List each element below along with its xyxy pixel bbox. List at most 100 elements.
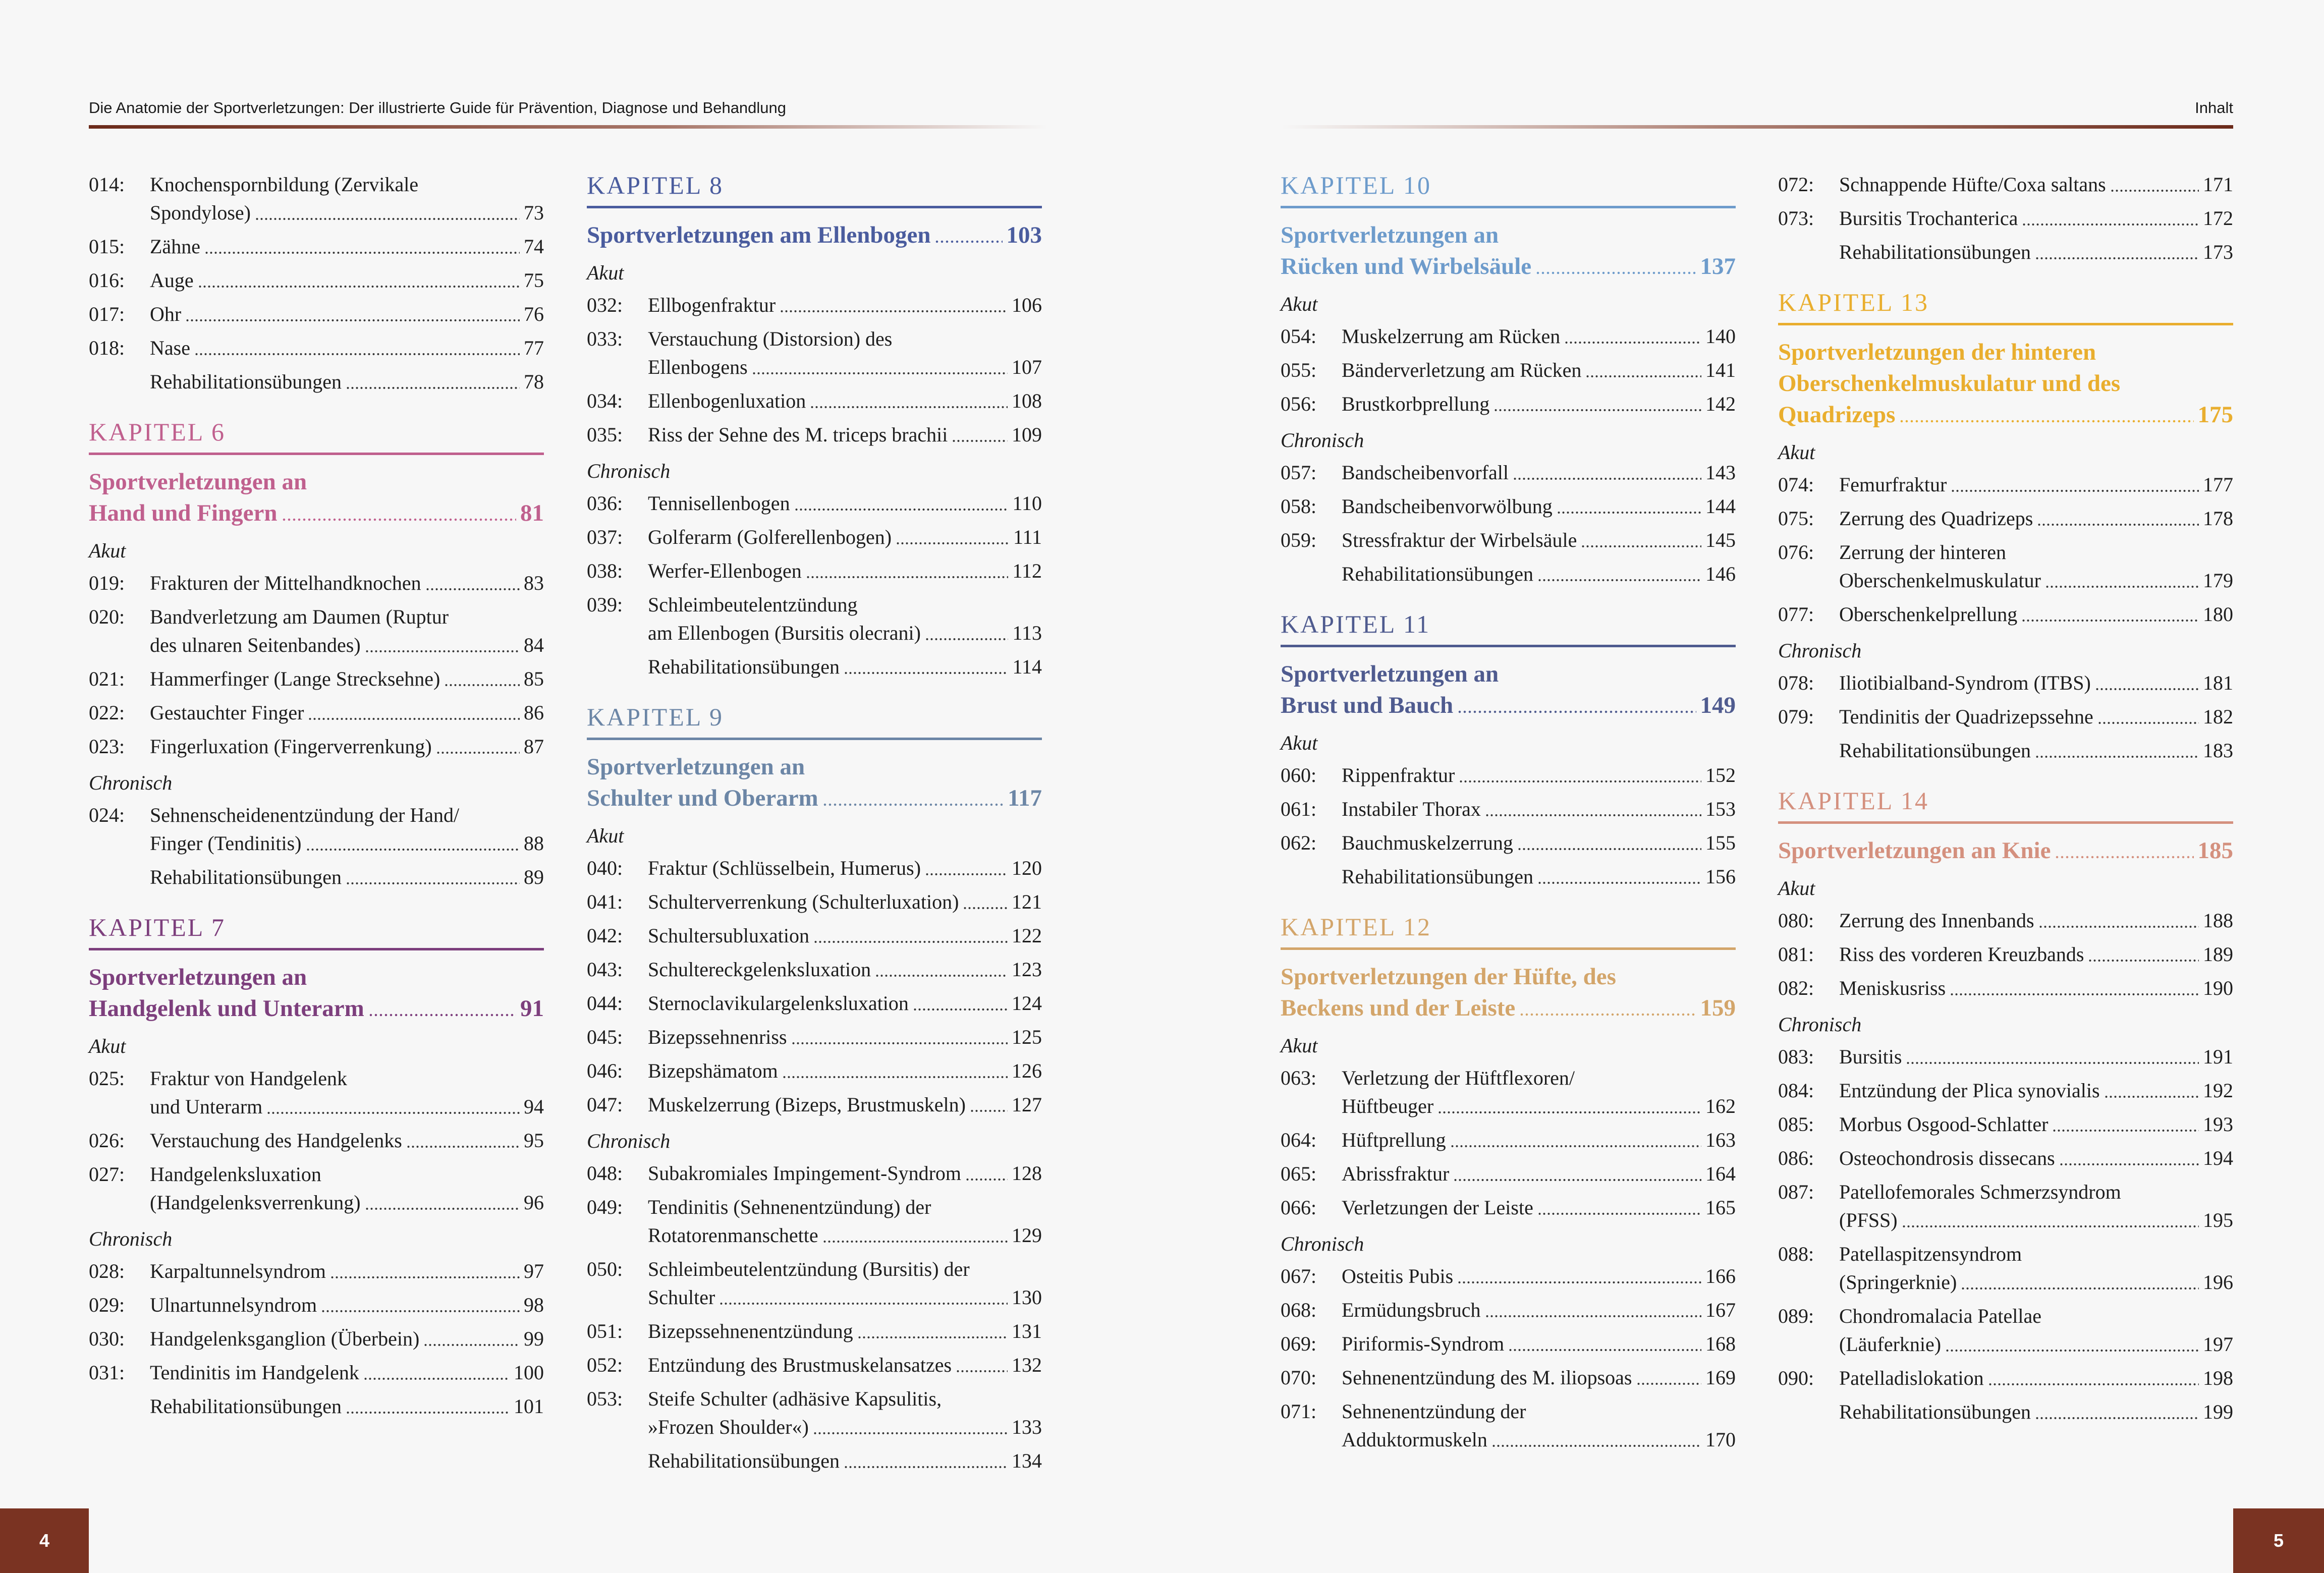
toc-entry[interactable]: 021: Hammerfinger (Lange Strecksehne) 85: [89, 665, 544, 693]
chapter-title[interactable]: Sportverletzungen an Hand und Fingern 81: [89, 466, 544, 529]
toc-entry[interactable]: 024: Sehnenscheidenentzündung der Hand/Fi…: [89, 801, 544, 858]
chapter-title[interactable]: Sportverletzungen der Hüfte, des Beckens …: [1281, 961, 1736, 1024]
toc-entry[interactable]: 049: Tendinitis (Sehnenentzündung) der Rot…: [587, 1193, 1042, 1250]
toc-entry[interactable]: 056: Brustkorbprellung 142: [1281, 390, 1736, 418]
toc-entry[interactable]: 080: Zerrung des Innenbands 188: [1778, 907, 2233, 935]
toc-entry[interactable]: 062: Bauchmuskelzerrung 155: [1281, 829, 1736, 857]
chapter-title[interactable]: Sportverletzungen an Schulter und Oberarm…: [587, 751, 1042, 814]
toc-entry[interactable]: 050: Schleimbeutelentzündung (Bursitis) d…: [587, 1255, 1042, 1312]
toc-entry[interactable]: 032: Ellbogenfraktur 106: [587, 291, 1042, 319]
toc-entry[interactable]: 052: Entzündung des Brustmuskelansatzes 13…: [587, 1351, 1042, 1379]
toc-entry[interactable]: 059: Stressfraktur der Wirbelsäule 145: [1281, 526, 1736, 554]
chapter-title[interactable]: Sportverletzungen an Rücken und Wirbelsäu…: [1281, 219, 1736, 282]
toc-entry[interactable]: Rehabilitationsübungen 78: [89, 368, 544, 396]
toc-entry[interactable]: 044: Sternoclavikulargelenksluxation 124: [587, 989, 1042, 1018]
toc-entry[interactable]: Rehabilitationsübungen 134: [587, 1447, 1042, 1475]
toc-entry[interactable]: 027: Handgelenksluxation (Handgelenksverre…: [89, 1160, 544, 1217]
toc-entry[interactable]: 014: Knochenspornbildung (Zervikale Spondy…: [89, 171, 544, 227]
toc-entry[interactable]: 086: Osteochondrosis dissecans 194: [1778, 1144, 2233, 1172]
toc-entry[interactable]: 074: Femurfraktur 177: [1778, 471, 2233, 499]
toc-entry[interactable]: 060: Rippenfraktur 152: [1281, 761, 1736, 790]
toc-entry[interactable]: 054: Muskelzerrung am Rücken 140: [1281, 322, 1736, 351]
toc-entry[interactable]: 029: Ulnartunnelsyndrom 98: [89, 1291, 544, 1319]
toc-entry[interactable]: 075: Zerrung des Quadrizeps 178: [1778, 504, 2233, 533]
toc-entry[interactable]: 065: Abrissfraktur 164: [1281, 1160, 1736, 1188]
page-ref: 149: [1700, 692, 1736, 718]
toc-entry[interactable]: 079: Tendinitis der Quadrizepssehne 182: [1778, 703, 2233, 731]
toc-entry[interactable]: 066: Verletzungen der Leiste 165: [1281, 1194, 1736, 1222]
chapter-title[interactable]: Sportverletzungen an Handgelenk und Unter…: [89, 962, 544, 1024]
toc-entry[interactable]: 037: Golferarm (Golferellenbogen) 111: [587, 523, 1042, 551]
toc-entry[interactable]: 046: Bizepshämatom 126: [587, 1057, 1042, 1085]
toc-entry[interactable]: 088: Patellaspitzensyndrom (Springerknie) 1…: [1778, 1240, 2233, 1297]
toc-entry[interactable]: 071: Sehnenentzündung der Adduktormuskeln 1…: [1281, 1397, 1736, 1454]
toc-entry[interactable]: 019: Frakturen der Mittelhandknochen 83: [89, 569, 544, 597]
toc-entry[interactable]: Rehabilitationsübungen 114: [587, 653, 1042, 681]
toc-entry[interactable]: Rehabilitationsübungen 199: [1778, 1398, 2233, 1426]
entry-number: 037:: [587, 526, 623, 548]
toc-entry[interactable]: 070: Sehnenentzündung des M. iliopsoas 169: [1281, 1364, 1736, 1392]
entry-body: Iliotibialband-Syndrom (ITBS) 181: [1839, 669, 2233, 697]
toc-entry[interactable]: 033: Verstauchung (Distorsion) des Ellenbo…: [587, 325, 1042, 381]
toc-entry[interactable]: 089: Chondromalacia Patellae (Läuferknie) 1…: [1778, 1302, 2233, 1359]
toc-entry[interactable]: 028: Karpaltunnelsyndrom 97: [89, 1257, 544, 1285]
toc-entry[interactable]: 055: Bänderverletzung am Rücken 141: [1281, 356, 1736, 384]
toc-entry[interactable]: 045: Bizepssehnenriss 125: [587, 1023, 1042, 1051]
toc-entry[interactable]: 063: Verletzung der Hüftflexoren/Hüftbeug…: [1281, 1064, 1736, 1120]
toc-entry[interactable]: 023: Fingerluxation (Fingerverrenkung) 87: [89, 733, 544, 761]
toc-entry[interactable]: 031: Tendinitis im Handgelenk 100: [89, 1359, 544, 1387]
toc-entry[interactable]: 017: Ohr 76: [89, 300, 544, 328]
toc-entry[interactable]: 090: Patelladislokation 198: [1778, 1364, 2233, 1392]
toc-entry[interactable]: Rehabilitationsübungen 183: [1778, 737, 2233, 765]
toc-entry[interactable]: Rehabilitationsübungen 156: [1281, 863, 1736, 891]
toc-entry[interactable]: 025: Fraktur von Handgelenk und Unterarm 94: [89, 1064, 544, 1121]
toc-entry[interactable]: 058: Bandscheibenvorwölbung 144: [1281, 492, 1736, 521]
toc-entry[interactable]: 018: Nase 77: [89, 334, 544, 362]
toc-entry[interactable]: 067: Osteitis Pubis 166: [1281, 1262, 1736, 1290]
toc-entry[interactable]: 034: Ellenbogenluxation 108: [587, 387, 1042, 415]
toc-entry[interactable]: 030: Handgelenksganglion (Überbein) 99: [89, 1325, 544, 1353]
toc-entry[interactable]: 073: Bursitis Trochanterica 172: [1778, 204, 2233, 233]
chapter-title[interactable]: Sportverletzungen der hinteren Oberschenk…: [1778, 336, 2233, 430]
toc-entry[interactable]: 084: Entzündung der Plica synovialis 192: [1778, 1077, 2233, 1105]
toc-entry[interactable]: 087: Patellofemorales Schmerzsyndrom (PFSS…: [1778, 1178, 2233, 1234]
toc-entry[interactable]: 076: Zerrung der hinteren Oberschenkelmusk…: [1778, 538, 2233, 595]
toc-entry[interactable]: 083: Bursitis 191: [1778, 1043, 2233, 1071]
toc-entry[interactable]: 038: Werfer-Ellenbogen 112: [587, 557, 1042, 585]
toc-entry[interactable]: Rehabilitationsübungen 101: [89, 1392, 544, 1421]
chapter-title[interactable]: Sportverletzungen an Brust und Bauch 149: [1281, 658, 1736, 721]
toc-entry[interactable]: 035: Riss der Sehne des M. triceps brachi…: [587, 421, 1042, 449]
toc-entry[interactable]: Rehabilitationsübungen 173: [1778, 238, 2233, 266]
toc-entry[interactable]: 085: Morbus Osgood-Schlatter 193: [1778, 1110, 2233, 1139]
toc-entry[interactable]: 043: Schultereckgelenksluxation 123: [587, 956, 1042, 984]
toc-entry[interactable]: 053: Steife Schulter (adhäsive Kapsulitis…: [587, 1385, 1042, 1441]
toc-entry[interactable]: 061: Instabiler Thorax 153: [1281, 795, 1736, 823]
toc-entry[interactable]: 039: Schleimbeutelentzündung am Ellenbogen…: [587, 591, 1042, 647]
toc-entry[interactable]: 020: Bandverletzung am Daumen (Ruptur des …: [89, 603, 544, 659]
toc-entry[interactable]: 015: Zähne 74: [89, 233, 544, 261]
chapter-title[interactable]: Sportverletzungen am Ellenbogen 103: [587, 219, 1042, 251]
toc-entry[interactable]: 042: Schultersubluxation 122: [587, 922, 1042, 950]
toc-entry[interactable]: 082: Meniskusriss 190: [1778, 974, 2233, 1002]
toc-entry[interactable]: 051: Bizepssehnenentzündung 131: [587, 1317, 1042, 1345]
toc-entry[interactable]: 072: Schnappende Hüfte/Coxa saltans 171: [1778, 171, 2233, 199]
chapter-title[interactable]: Sportverletzungen an Knie 185: [1778, 835, 2233, 866]
toc-entry[interactable]: 069: Piriformis-Syndrom 168: [1281, 1330, 1736, 1358]
toc-entry[interactable]: 036: Tennisellenbogen 110: [587, 489, 1042, 518]
toc-entry[interactable]: 041: Schulterverrenkung (Schulterluxation…: [587, 888, 1042, 916]
toc-entry[interactable]: 048: Subakromiales Impingement-Syndrom 128: [587, 1159, 1042, 1188]
toc-entry[interactable]: 064: Hüftprellung 163: [1281, 1126, 1736, 1154]
toc-entry[interactable]: 068: Ermüdungsbruch 167: [1281, 1296, 1736, 1324]
toc-entry[interactable]: 057: Bandscheibenvorfall 143: [1281, 459, 1736, 487]
toc-entry[interactable]: 026: Verstauchung des Handgelenks 95: [89, 1127, 544, 1155]
entry-number: [1281, 560, 1342, 588]
toc-entry[interactable]: 022: Gestauchter Finger 86: [89, 699, 544, 727]
toc-entry[interactable]: 081: Riss des vorderen Kreuzbands 189: [1778, 940, 2233, 969]
toc-entry[interactable]: 047: Muskelzerrung (Bizeps, Brustmuskeln)…: [587, 1091, 1042, 1119]
toc-entry[interactable]: 040: Fraktur (Schlüsselbein, Humerus) 120: [587, 854, 1042, 882]
toc-entry[interactable]: Rehabilitationsübungen 146: [1281, 560, 1736, 588]
toc-entry[interactable]: 016: Auge 75: [89, 266, 544, 295]
toc-entry[interactable]: Rehabilitationsübungen 89: [89, 863, 544, 891]
toc-entry[interactable]: 078: Iliotibialband-Syndrom (ITBS) 181: [1778, 669, 2233, 697]
toc-entry[interactable]: 077: Oberschenkelprellung 180: [1778, 600, 2233, 629]
